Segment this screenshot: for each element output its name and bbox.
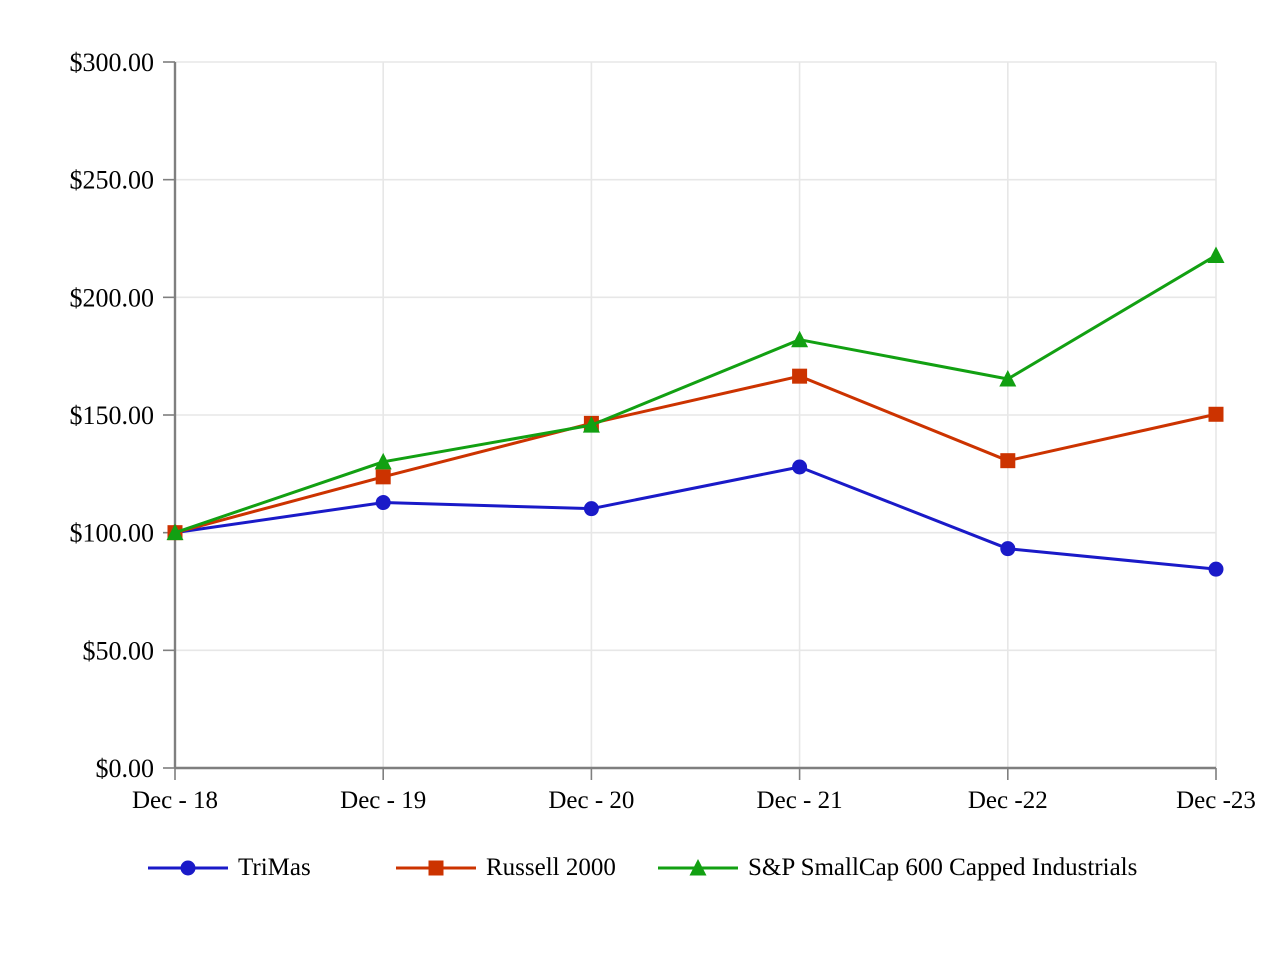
performance-line-chart: $0.00 $50.00 $100.00 $150.00 $200.00 $250.00 $… — [70, 48, 1256, 814]
series-line-triangle — [174, 254, 1217, 535]
legend-marker-sample — [180, 860, 196, 876]
data-point-triangle-marker — [791, 330, 809, 348]
legend-item-trimas: TriMas — [148, 848, 311, 888]
data-point-triangle-marker — [1207, 246, 1225, 263]
data-point-triangle-marker — [999, 369, 1017, 387]
data-point-circle-marker — [583, 501, 599, 517]
trimas-line-circle-marker-icon — [148, 860, 228, 876]
chart-legend: TriMas Russell 2000 S&P SmallCap 600 Cap… — [0, 848, 1280, 892]
data-point-triangle-marker — [582, 416, 600, 433]
data-point-triangle-marker — [166, 523, 184, 541]
y-axis-tick-label: $100.00 — [70, 519, 155, 548]
series-line-square — [174, 374, 1217, 535]
y-axis-tick-label: $0.00 — [96, 754, 155, 783]
legend-label-trimas: TriMas — [238, 854, 311, 881]
y-axis-tick-label: $300.00 — [70, 48, 155, 77]
x-axis-tick-label: Dec -23 — [1176, 787, 1256, 814]
data-point-circle-marker — [1208, 561, 1224, 577]
x-axis-tick-label: Dec - 21 — [757, 787, 843, 814]
data-point-square-marker — [1000, 453, 1016, 469]
x-axis-tick-label: Dec - 20 — [548, 787, 634, 814]
x-axis-tick-label: Dec -22 — [968, 787, 1048, 814]
russell-2000-line-square-marker-icon — [396, 860, 476, 876]
data-point-circle-marker — [375, 495, 391, 511]
legend-marker-sample — [428, 860, 444, 876]
y-axis-tick-label: $50.00 — [83, 636, 155, 665]
data-point-triangle-marker — [374, 452, 392, 470]
legend-label-russell-2000: Russell 2000 — [486, 854, 616, 881]
data-point-circle-marker — [1000, 541, 1016, 557]
y-axis-tick-label: $250.00 — [70, 166, 155, 195]
legend-marker-sample — [689, 859, 707, 876]
sp-smallcap-line-triangle-marker-icon — [658, 859, 738, 876]
data-point-circle-marker — [792, 459, 808, 475]
y-axis-tick-label: $150.00 — [70, 401, 155, 430]
x-axis-tick-label: Dec - 19 — [340, 787, 426, 814]
y-axis-tick-label: $200.00 — [70, 283, 155, 312]
x-axis-tick-label: Dec - 18 — [132, 787, 218, 814]
series-line-circle — [174, 465, 1217, 571]
data-point-square-marker — [792, 368, 808, 384]
data-point-square-marker — [1208, 406, 1224, 422]
legend-label-sp-smallcap-600-capped-industrials: S&P SmallCap 600 Capped Industrials — [748, 854, 1138, 881]
legend-item-russell-2000: Russell 2000 — [396, 848, 616, 888]
legend-item-sp-smallcap-600-capped-industrials: S&P SmallCap 600 Capped Industrials — [658, 848, 1137, 888]
data-point-square-marker — [375, 469, 391, 485]
